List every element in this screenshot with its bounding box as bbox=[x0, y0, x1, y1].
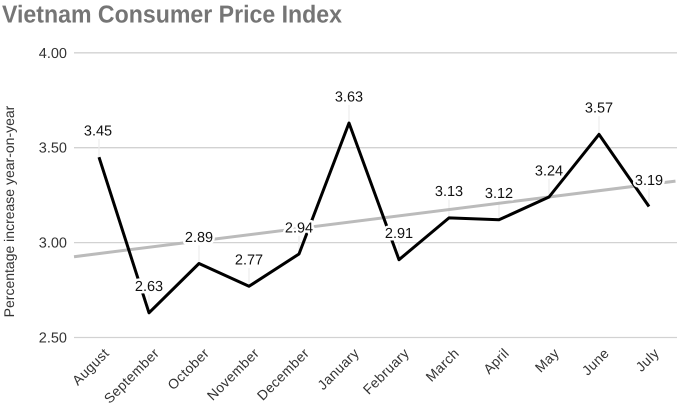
svg-text:3.13: 3.13 bbox=[435, 184, 463, 200]
svg-text:August: August bbox=[69, 346, 112, 389]
svg-text:July: July bbox=[633, 346, 662, 375]
svg-text:3.12: 3.12 bbox=[485, 186, 513, 202]
svg-text:4.00: 4.00 bbox=[39, 46, 67, 62]
svg-text:February: February bbox=[360, 346, 412, 398]
svg-text:November: November bbox=[204, 346, 262, 404]
svg-text:3.24: 3.24 bbox=[535, 163, 563, 179]
svg-text:October: October bbox=[165, 346, 212, 393]
svg-text:Percentage increase year-on-ye: Percentage increase year-on-year bbox=[1, 105, 17, 317]
svg-text:2.94: 2.94 bbox=[285, 220, 313, 236]
svg-text:3.50: 3.50 bbox=[39, 141, 67, 157]
svg-text:3.00: 3.00 bbox=[39, 236, 67, 252]
svg-text:January: January bbox=[315, 346, 362, 393]
svg-text:3.19: 3.19 bbox=[635, 173, 663, 189]
svg-text:3.63: 3.63 bbox=[335, 89, 363, 105]
svg-text:2.91: 2.91 bbox=[385, 226, 413, 242]
svg-text:May: May bbox=[532, 346, 562, 376]
svg-text:December: December bbox=[254, 346, 312, 404]
svg-text:April: April bbox=[481, 346, 513, 378]
svg-text:2.77: 2.77 bbox=[235, 253, 263, 269]
svg-text:March: March bbox=[423, 346, 462, 385]
svg-text:Vietnam Consumer Price Index: Vietnam Consumer Price Index bbox=[2, 2, 342, 29]
svg-text:2.50: 2.50 bbox=[39, 331, 67, 347]
svg-text:2.89: 2.89 bbox=[185, 230, 213, 246]
svg-text:3.45: 3.45 bbox=[84, 124, 112, 140]
svg-text:June: June bbox=[579, 346, 612, 379]
svg-text:3.57: 3.57 bbox=[585, 101, 613, 117]
svg-text:2.63: 2.63 bbox=[135, 279, 163, 295]
